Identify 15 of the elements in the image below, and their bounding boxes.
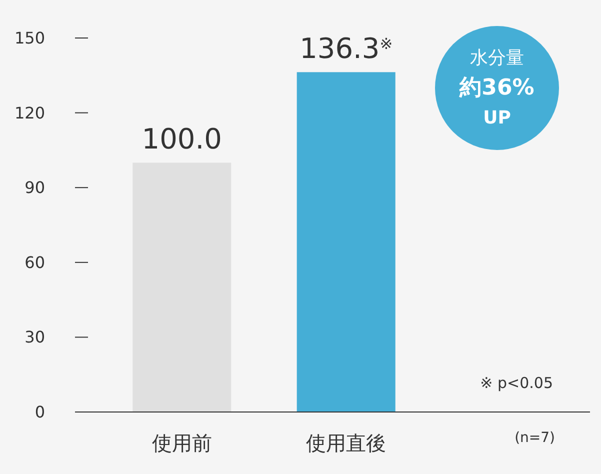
text: 約36% [458, 76, 534, 100]
x-tick-label: 使用直後 [306, 431, 386, 455]
data-label: 136.3$^{※}$ [300, 32, 393, 66]
y-tick-label: 0 [34, 402, 45, 422]
text: 水分量 [470, 48, 524, 68]
text: (n=7) [514, 430, 555, 446]
y-tick-label: 90 [24, 178, 45, 198]
text: UP [483, 108, 511, 128]
data-label: 100.0 [142, 122, 222, 156]
y-tick-label: 30 [24, 328, 45, 347]
y-tick-label: 150 [14, 28, 45, 48]
y-tick-label: 60 [24, 252, 45, 272]
y-tick-label: 120 [14, 103, 45, 122]
text: ※ p<0.05 [480, 374, 553, 392]
x-tick-label: 使用前 [152, 431, 212, 455]
